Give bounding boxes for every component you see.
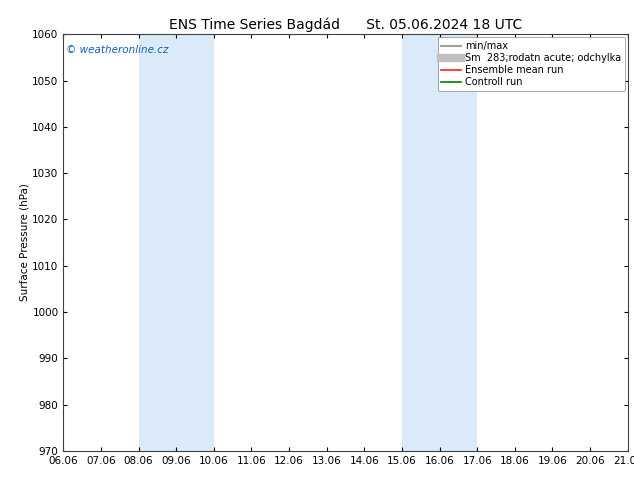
- Title: ENS Time Series Bagdád      St. 05.06.2024 18 UTC: ENS Time Series Bagdád St. 05.06.2024 18…: [169, 17, 522, 32]
- Bar: [139, 34, 214, 451]
- Legend: min/max, Sm  283;rodatn acute; odchylka, Ensemble mean run, Controll run: min/max, Sm 283;rodatn acute; odchylka, …: [437, 37, 624, 91]
- Y-axis label: Surface Pressure (hPa): Surface Pressure (hPa): [20, 184, 30, 301]
- Text: © weatheronline.cz: © weatheronline.cz: [66, 45, 169, 55]
- Bar: [402, 34, 477, 451]
